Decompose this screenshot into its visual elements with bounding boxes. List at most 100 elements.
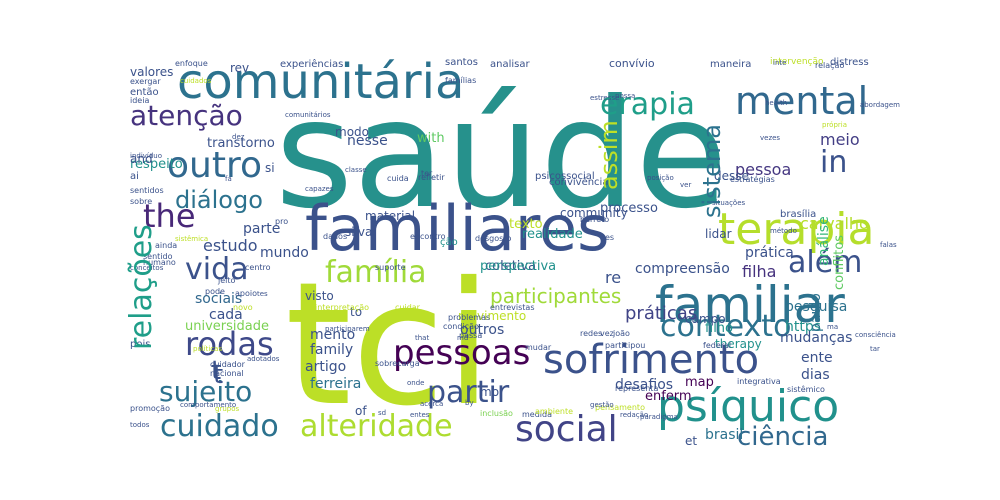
word: mudanças xyxy=(780,330,853,346)
word: ai xyxy=(130,171,139,182)
word: enfoque xyxy=(175,59,208,68)
word: compreensão xyxy=(635,261,730,277)
word: condição xyxy=(443,322,479,331)
word: sujeito xyxy=(159,375,253,408)
word: indivíduo xyxy=(130,152,163,160)
word: of xyxy=(355,404,367,418)
word: vida xyxy=(185,252,249,287)
word: artigo xyxy=(305,359,347,375)
word: alteridade xyxy=(300,409,453,444)
word: social xyxy=(515,409,618,450)
word: parte xyxy=(243,221,281,237)
word: humano xyxy=(143,258,176,267)
word: capazes xyxy=(305,185,334,193)
word: ente xyxy=(801,350,833,366)
word: and xyxy=(130,152,153,166)
word: coletiva xyxy=(485,259,537,274)
word: suporte xyxy=(375,263,406,272)
word: rev xyxy=(230,61,250,75)
word: conceitos xyxy=(130,264,164,272)
word: mental xyxy=(735,79,869,123)
word: si xyxy=(265,161,275,175)
word: in xyxy=(820,145,848,180)
word: processo xyxy=(600,201,658,216)
word: brasil xyxy=(705,427,744,443)
word: enferm xyxy=(645,389,692,404)
word: falas xyxy=(880,241,897,249)
word: participantes xyxy=(490,284,622,308)
word: inclusão xyxy=(480,409,513,418)
word: própria xyxy=(822,121,848,129)
word: desgosto xyxy=(475,234,512,243)
word: redes xyxy=(580,329,603,338)
word: pensamento xyxy=(595,403,645,412)
word: pro xyxy=(275,217,289,226)
word: carvalho xyxy=(800,214,869,233)
word: familiar xyxy=(655,276,845,334)
word: https xyxy=(785,319,822,335)
word: sentidos xyxy=(130,186,164,195)
word: dias xyxy=(801,367,830,383)
word: cuidados xyxy=(180,77,212,85)
word: rodas xyxy=(185,325,274,363)
word: familiares xyxy=(305,192,610,265)
word: contexto xyxy=(660,309,792,344)
word: pois xyxy=(130,339,151,350)
word: respeito xyxy=(130,157,183,172)
word: to xyxy=(350,305,363,319)
word: pode xyxy=(205,287,225,296)
word: es xyxy=(605,233,615,242)
word: erapia xyxy=(600,87,695,122)
word: distress xyxy=(830,57,869,68)
word: além xyxy=(788,245,863,280)
word: paradigma xyxy=(640,413,678,421)
word: filho xyxy=(705,321,733,336)
word: perspectiva xyxy=(480,259,557,274)
word: ter xyxy=(421,169,433,178)
word: sobrecarga xyxy=(375,359,420,368)
word: with xyxy=(417,131,445,146)
word: encontro xyxy=(410,232,446,241)
word: relações xyxy=(125,224,159,350)
word: estresse xyxy=(590,94,620,102)
word: health xyxy=(765,99,788,107)
word: ambiente xyxy=(535,407,574,416)
word: realidade xyxy=(522,227,583,242)
word: mo xyxy=(480,385,500,399)
word: therapy xyxy=(715,337,762,351)
word: jeito xyxy=(218,276,236,285)
word: nacional xyxy=(210,369,244,378)
word: então xyxy=(130,87,159,98)
word: todos xyxy=(130,421,150,429)
word: sobre xyxy=(130,197,153,206)
word: family xyxy=(310,342,354,358)
word: onde xyxy=(407,379,425,387)
word: interpretação xyxy=(315,303,369,312)
word: consciência xyxy=(855,331,896,339)
word: mundo xyxy=(260,245,309,261)
word: assim xyxy=(595,120,623,190)
word: prática xyxy=(745,245,794,261)
word: silva xyxy=(345,225,373,239)
word: classe xyxy=(345,166,367,174)
word: ciência xyxy=(737,422,829,450)
word: dez xyxy=(232,133,245,141)
word: community xyxy=(560,206,628,220)
word: estudo xyxy=(203,236,258,255)
word: atenção xyxy=(130,99,243,132)
word: exergar xyxy=(130,77,161,86)
word: pessoas xyxy=(393,333,531,373)
word: cuidador xyxy=(210,360,245,369)
word: partir xyxy=(427,375,510,410)
word: federal xyxy=(703,341,732,350)
word: barreto xyxy=(580,215,610,224)
word: comunitária xyxy=(177,54,465,110)
word: estratégias xyxy=(730,175,775,184)
word: desse xyxy=(714,169,749,183)
word: posição xyxy=(647,174,674,182)
word: cuidado xyxy=(160,409,279,444)
word: redação xyxy=(620,411,649,419)
word: material xyxy=(365,209,416,223)
word: visto xyxy=(305,289,334,303)
word: representa xyxy=(615,384,659,393)
